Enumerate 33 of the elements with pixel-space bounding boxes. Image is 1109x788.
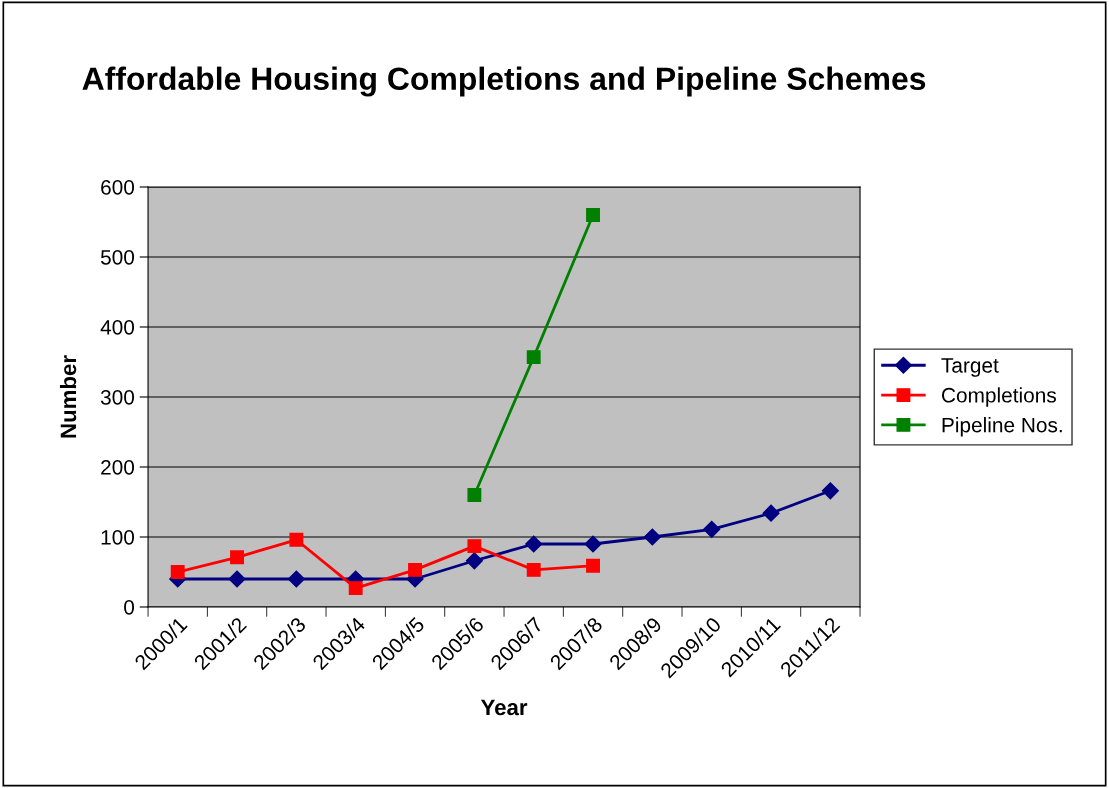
point (586, 208, 600, 222)
point (703, 520, 721, 538)
point (467, 488, 482, 502)
point (465, 552, 483, 570)
point (643, 528, 661, 546)
legend-label: Pipeline Nos. (942, 417, 1062, 437)
point (348, 581, 363, 596)
point (408, 562, 422, 577)
y-tick-label: 600 (101, 179, 135, 195)
point (526, 350, 541, 365)
x-axis-title: Year (480, 699, 528, 716)
point (821, 482, 839, 500)
y-axis-title: Number (59, 355, 77, 438)
legend-label: Completions (941, 387, 1056, 407)
point (467, 539, 482, 554)
point (170, 565, 185, 579)
point (526, 562, 541, 577)
point (584, 535, 602, 553)
y-tick-label: 500 (100, 249, 135, 265)
y-tick-label: 400 (100, 320, 135, 335)
point (586, 558, 600, 573)
y-tick-label: 200 (101, 460, 135, 475)
point (230, 550, 244, 565)
point (287, 570, 305, 588)
y-tick-label: 0 (124, 600, 135, 615)
point (228, 570, 246, 588)
point (289, 532, 304, 547)
y-tick-label: 100 (101, 530, 135, 545)
point (525, 535, 543, 553)
legend-label: Target (941, 358, 999, 377)
chart-title: Affordable Housing Completions and Pipeline Schemes (82, 66, 926, 97)
point (762, 504, 780, 522)
y-tick-label: 300 (100, 390, 135, 405)
